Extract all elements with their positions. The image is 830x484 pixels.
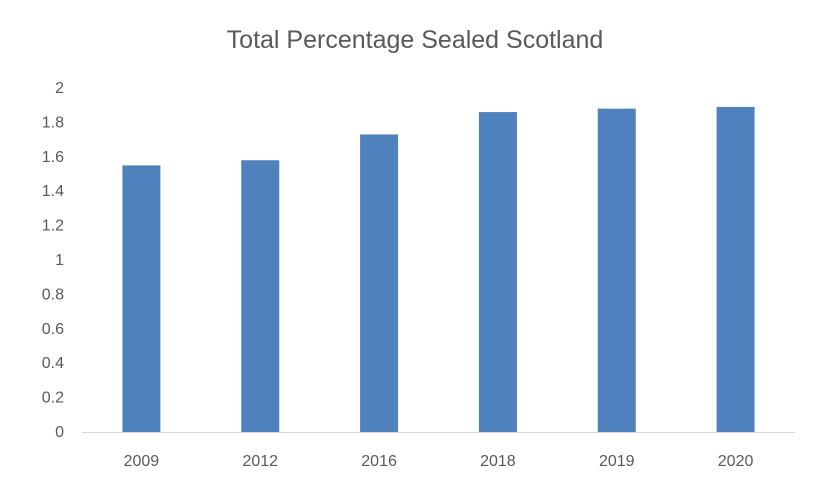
bar-2012 xyxy=(241,160,280,433)
y-tick-label: 1.8 xyxy=(42,114,64,131)
y-tick-label: 0.6 xyxy=(42,321,64,338)
y-tick-label: 0.8 xyxy=(42,286,64,303)
bars-group xyxy=(122,106,755,433)
y-axis-ticks: 0 0.2 0.4 0.6 0.8 1 1.2 1.4 1.6 1.8 2 xyxy=(42,80,64,441)
x-tick-label: 2020 xyxy=(718,453,754,470)
x-tick-label: 2019 xyxy=(599,453,635,470)
y-tick-label: 1.2 xyxy=(42,218,64,235)
y-tick-label: 0 xyxy=(55,424,64,441)
x-tick-label: 2012 xyxy=(242,453,278,470)
bar-2016 xyxy=(360,134,399,432)
x-axis-ticks: 2009 2012 2016 2018 2019 2020 xyxy=(124,453,754,470)
bar-2020 xyxy=(716,106,755,433)
y-tick-label: 0.4 xyxy=(42,355,64,372)
chart-title: Total Percentage Sealed Scotland xyxy=(226,26,604,54)
x-tick-label: 2016 xyxy=(361,453,397,470)
y-tick-label: 0.2 xyxy=(42,390,64,407)
y-tick-label: 2 xyxy=(55,80,64,97)
bar-2009 xyxy=(122,165,161,432)
y-tick-label: 1.6 xyxy=(42,149,64,166)
y-tick-label: 1.4 xyxy=(42,183,64,200)
x-tick-label: 2009 xyxy=(124,453,160,470)
bar-2019 xyxy=(597,108,636,432)
bar-2018 xyxy=(478,112,517,432)
x-tick-label: 2018 xyxy=(480,453,516,470)
y-tick-label: 1 xyxy=(55,252,64,269)
